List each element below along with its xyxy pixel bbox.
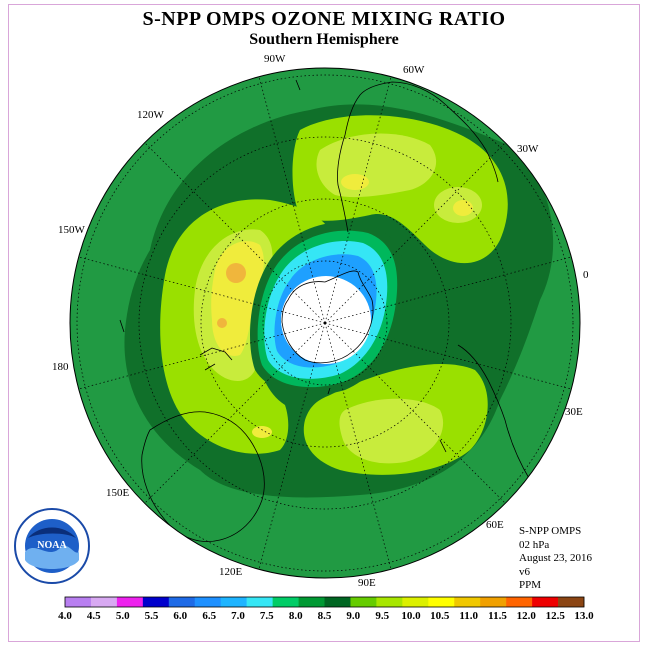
- lon-label-60e: 60E: [486, 519, 504, 531]
- colorbar-tick-label: 7.0: [231, 610, 245, 622]
- noaa-logo-text: NOAA: [37, 540, 67, 551]
- ozone-yellow-patch-south: [252, 426, 272, 438]
- ozone-yellow-patch-atlantic: [453, 200, 473, 216]
- lon-label-0: 0: [583, 269, 589, 281]
- lon-label-90w: 90W: [264, 53, 286, 65]
- noaa-logo: NOAA: [14, 508, 90, 584]
- ozone-orange-patch: [226, 263, 246, 283]
- colorbar-tick-label: 8.0: [289, 610, 303, 622]
- colorbar-swatch: [428, 597, 455, 607]
- colorbar-swatch: [558, 597, 585, 607]
- colorbar-tick-label: 10.0: [401, 610, 421, 622]
- colorbar-swatch: [246, 597, 273, 607]
- meridian-line: [144, 142, 326, 324]
- lon-label-150w: 150W: [58, 224, 86, 236]
- colorbar-swatch: [90, 597, 118, 607]
- colorbar-swatch: [402, 597, 429, 607]
- meridians: [78, 76, 572, 570]
- meridian-line: [258, 322, 326, 570]
- ozone-orange-patch-small: [217, 318, 227, 328]
- meridian-line: [78, 322, 326, 390]
- colorbar-tick-label: 9.5: [375, 610, 389, 622]
- lon-label-120e: 120E: [219, 566, 243, 578]
- lon-label-30w: 30W: [517, 143, 539, 155]
- ozone-yellow-patch-north: [341, 174, 369, 190]
- colorbar-swatch: [454, 597, 481, 607]
- colorbar-swatch: [220, 597, 247, 607]
- colorbar-swatch: [142, 597, 170, 607]
- coastline-australia: [141, 411, 265, 542]
- colorbar-tick-label: 12.5: [546, 610, 566, 622]
- lon-label-120w: 120W: [137, 109, 165, 121]
- colorbar-tick-label: 6.0: [173, 610, 187, 622]
- colorbar-swatch: [324, 597, 351, 607]
- lon-label-180: 180: [52, 361, 69, 373]
- colorbar-swatch: [116, 597, 144, 607]
- colorbar-swatch: [272, 597, 299, 607]
- south-pole-dot: [323, 321, 327, 325]
- meridian-line: [324, 322, 392, 570]
- graticule: [76, 74, 574, 572]
- colorbar-swatch: [376, 597, 403, 607]
- colorbar-tick-label: 13.0: [574, 610, 594, 622]
- colorbar-tick-label: 11.0: [459, 610, 478, 622]
- colorbar-border: [64, 596, 585, 608]
- lon-label-150e: 150E: [106, 487, 130, 499]
- meridian-line: [324, 256, 572, 324]
- colorbar-tick-label: 5.5: [145, 610, 159, 622]
- colorbar-swatch: [532, 597, 559, 607]
- colorbar-tick-label: 4.0: [58, 610, 72, 622]
- colorbar-swatch: [65, 597, 92, 607]
- colorbar-tick-label: 4.5: [87, 610, 101, 622]
- colorbar-swatch: [350, 597, 377, 607]
- meridian-line: [324, 142, 506, 324]
- colorbar-tick-label: 9.0: [346, 610, 360, 622]
- colorbar-swatch: [298, 597, 325, 607]
- info-version: v6: [519, 565, 530, 578]
- map-border: [69, 67, 581, 579]
- figure-frame: [8, 4, 640, 642]
- colorbar-swatch: [506, 597, 533, 607]
- coastline-antarctica: [281, 270, 374, 364]
- coastline-new-zealand: [199, 347, 233, 371]
- meridian-line: [324, 76, 392, 324]
- page-title: S-NPP OMPS OZONE MIXING RATIO: [142, 8, 506, 30]
- colorbar-tick-label: 5.0: [116, 610, 130, 622]
- colorbar-tick-label: 11.5: [488, 610, 507, 622]
- colorbar-tick-label: 8.5: [318, 610, 332, 622]
- ozone-lime-patch-east: [339, 398, 444, 464]
- colorbar-tick-label: 6.5: [202, 610, 216, 622]
- meridian-line: [324, 322, 572, 390]
- lon-label-60w: 60W: [403, 64, 425, 76]
- meridian-line: [258, 76, 326, 324]
- info-units: PPM: [519, 579, 542, 591]
- info-block: S-NPP OMPS 02 hPa August 23, 2016 v6 PPM: [519, 525, 592, 593]
- coastline-africa: [457, 344, 531, 481]
- colorbar-swatch: [168, 597, 196, 607]
- page-subtitle: Southern Hemisphere: [249, 31, 399, 48]
- colorbar-swatch: [194, 597, 221, 607]
- colorbar-swatch: [480, 597, 507, 607]
- lon-label-90e: 90E: [358, 577, 376, 589]
- colorbar: 4.0 4.5 5.0 5.5 6.0 6.5 7.0 7.5 8.0 8.5 9.0 9.5 10.0…: [58, 596, 594, 622]
- colorbar-tick-label: 7.5: [260, 610, 274, 622]
- info-instrument: S-NPP OMPS: [519, 525, 582, 537]
- coastline-south-america: [337, 81, 499, 233]
- lon-label-30e: 30E: [565, 406, 583, 418]
- info-date: August 23, 2016: [519, 552, 593, 564]
- colorbar-tick-label: 10.5: [430, 610, 450, 622]
- meridian-line: [78, 256, 326, 324]
- meridian-line: [324, 322, 506, 504]
- coastline-islands: [119, 79, 447, 453]
- meridian-line: [144, 322, 326, 504]
- info-level: 02 hPa: [519, 538, 550, 551]
- colorbar-tick-label: 12.0: [517, 610, 537, 622]
- polar-night-region: [281, 276, 371, 364]
